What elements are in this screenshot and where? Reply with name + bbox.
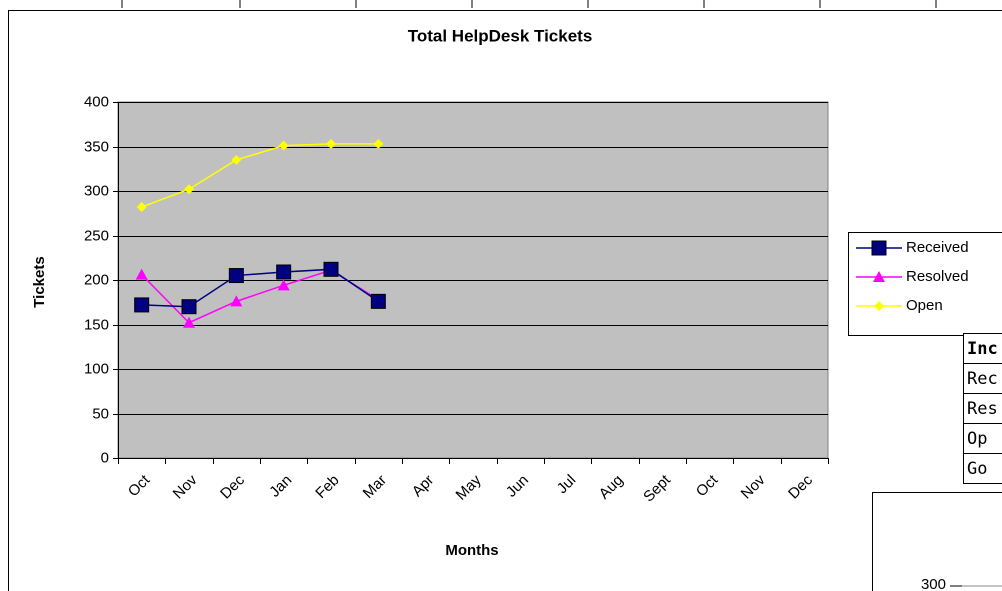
chart-title: Total HelpDesk Tickets <box>408 26 593 45</box>
y-tick-label: 400 <box>84 93 109 110</box>
legend-label: Received <box>906 239 969 256</box>
marker <box>277 279 290 291</box>
y-tick-label: 100 <box>84 360 109 377</box>
marker <box>231 154 242 165</box>
sheet-table: Inc Rec Res Op Go <box>963 333 1002 484</box>
table-cell: Op <box>967 429 987 449</box>
marker <box>276 264 292 280</box>
y-tick-label: 0 <box>101 449 109 466</box>
marker <box>873 271 885 282</box>
table-cell: Rec <box>967 369 998 389</box>
y-tick-label: 300 <box>84 182 109 199</box>
marker <box>370 293 386 309</box>
table-cell: Go <box>967 459 987 479</box>
y-tick-label: 50 <box>92 405 109 422</box>
marker <box>874 301 884 311</box>
marker <box>135 268 148 280</box>
y-tick-label: 250 <box>84 227 109 244</box>
y-tick-label: 200 <box>84 271 109 288</box>
y-tick-label: 350 <box>84 138 109 155</box>
legend-label: Resolved <box>906 268 969 285</box>
marker <box>373 138 384 149</box>
table-cell: Res <box>967 399 998 419</box>
sheet-gridlines <box>121 0 937 8</box>
marker <box>871 240 887 256</box>
marker <box>134 297 150 313</box>
y-axis-label: Tickets <box>31 256 48 307</box>
second-chart: 300 <box>872 492 1002 591</box>
table-cell: Inc <box>967 339 998 359</box>
marker <box>230 295 243 307</box>
series-line <box>141 268 379 308</box>
marker <box>136 202 147 213</box>
y-tick-label: 150 <box>84 316 109 333</box>
marker <box>184 184 194 195</box>
marker <box>183 316 195 328</box>
series-line <box>141 143 379 208</box>
marker <box>326 138 336 149</box>
legend-label: Open <box>906 297 943 314</box>
marker <box>278 140 289 151</box>
tick-label: 300 <box>921 576 946 591</box>
marker <box>181 299 197 315</box>
x-axis-label: Months <box>445 542 498 559</box>
marker <box>228 268 244 284</box>
marker <box>323 261 339 277</box>
